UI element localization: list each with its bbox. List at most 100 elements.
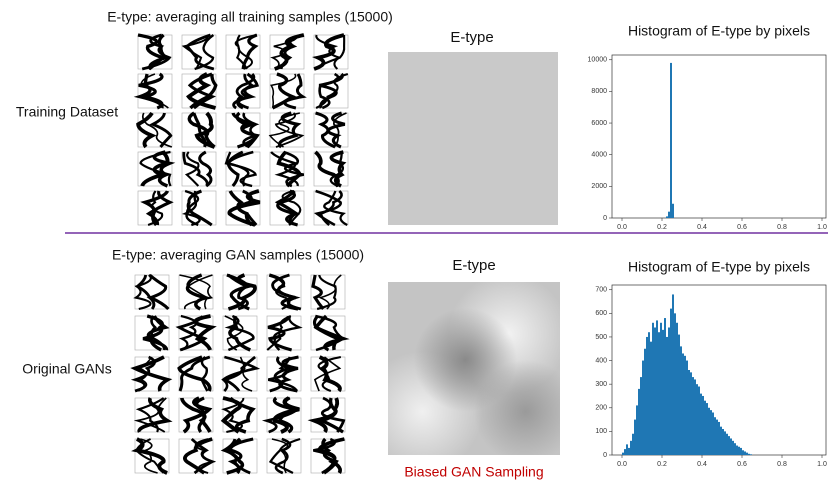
sample-tile: [222, 273, 258, 311]
y-tick-label: 0: [603, 215, 607, 222]
channel: [131, 437, 168, 475]
channel: [198, 150, 213, 188]
channel: [274, 112, 305, 148]
y-tick-label: 6000: [591, 120, 607, 127]
y-tick-label: 10000: [588, 57, 608, 64]
channel: [326, 111, 346, 149]
channel: [315, 34, 342, 70]
channel: [140, 73, 169, 109]
channel: [314, 150, 340, 188]
x-tick-label: 0.2: [657, 224, 667, 231]
channel: [135, 397, 165, 433]
bar: [654, 327, 656, 455]
channel: [274, 437, 292, 475]
bar: [624, 449, 626, 455]
channel: [278, 355, 299, 393]
etype-image: [388, 52, 558, 225]
grid-title: E-type: averaging GAN samples (15000): [112, 247, 364, 263]
channel: [227, 189, 261, 227]
bar: [718, 421, 720, 455]
x-tick-label: 0.6: [737, 224, 747, 231]
bar: [680, 346, 682, 455]
channel: [318, 72, 344, 109]
sample-tile: [178, 437, 217, 475]
sample-tile: [313, 189, 349, 227]
y-tick-label: 2000: [591, 183, 607, 190]
y-tick-label: 200: [595, 405, 607, 412]
channel: [313, 437, 336, 475]
sample-tile: [225, 72, 261, 110]
bar: [712, 412, 714, 455]
channel: [134, 274, 156, 310]
channel: [321, 437, 339, 475]
bar: [692, 377, 694, 455]
channel: [283, 73, 307, 110]
sample-tile: [133, 397, 173, 433]
channel: [315, 314, 346, 352]
bar: [750, 454, 752, 455]
bar: [638, 388, 640, 455]
sample-tile: [310, 355, 346, 393]
channel: [226, 150, 244, 188]
sample-tile: [137, 190, 174, 227]
bar: [668, 211, 670, 218]
bar: [716, 419, 718, 455]
bar: [672, 294, 674, 455]
bar: [642, 360, 644, 455]
bar: [736, 445, 738, 455]
channel: [181, 34, 209, 70]
bar: [660, 322, 662, 455]
x-tick-label: 0.8: [777, 224, 787, 231]
y-tick-label: 400: [595, 357, 607, 364]
sample-tile: [178, 273, 214, 311]
channel: [178, 314, 198, 352]
bar: [706, 403, 708, 455]
channel: [333, 112, 347, 148]
channel: [276, 150, 302, 188]
sample-tile: [269, 189, 305, 227]
sample-tile: [131, 437, 170, 475]
bar: [704, 400, 706, 455]
bar: [648, 332, 650, 455]
x-tick-label: 0.4: [697, 461, 707, 468]
sample-tile: [133, 72, 173, 110]
channel: [187, 274, 213, 310]
etype-title: E-type: [452, 257, 495, 274]
sample-tile: [307, 396, 346, 434]
channel: [227, 273, 250, 311]
sample-tile: [136, 111, 173, 149]
channel: [179, 274, 214, 310]
tile-frame: [310, 274, 346, 310]
bar: [668, 327, 670, 455]
channel: [313, 314, 341, 351]
x-tick-label: 0.4: [697, 224, 707, 231]
sample-tile: [221, 355, 261, 392]
bar: [628, 447, 630, 455]
channel: [274, 33, 305, 71]
bar: [742, 450, 744, 455]
bar: [662, 329, 664, 455]
y-tick-label: 300: [595, 381, 607, 388]
bar: [724, 431, 726, 455]
channel: [242, 112, 260, 149]
bar: [640, 377, 642, 455]
etype-caption: Biased GAN Sampling: [404, 464, 543, 480]
sample-tile: [134, 314, 170, 352]
y-tick-label: 500: [595, 334, 607, 341]
bar: [674, 313, 676, 455]
bar: [670, 62, 672, 218]
channel: [141, 33, 172, 71]
bar: [710, 410, 712, 455]
channel: [152, 150, 176, 188]
channel: [133, 274, 152, 311]
bar: [744, 451, 746, 455]
channel: [221, 355, 261, 392]
channel: [145, 190, 174, 226]
chart-title: Histogram of E-type by pixels: [628, 23, 810, 39]
channel: [277, 111, 302, 149]
channel: [224, 314, 255, 352]
channel: [283, 150, 305, 188]
sample-tile: [175, 314, 217, 352]
bar: [714, 417, 716, 455]
channel: [182, 396, 213, 434]
